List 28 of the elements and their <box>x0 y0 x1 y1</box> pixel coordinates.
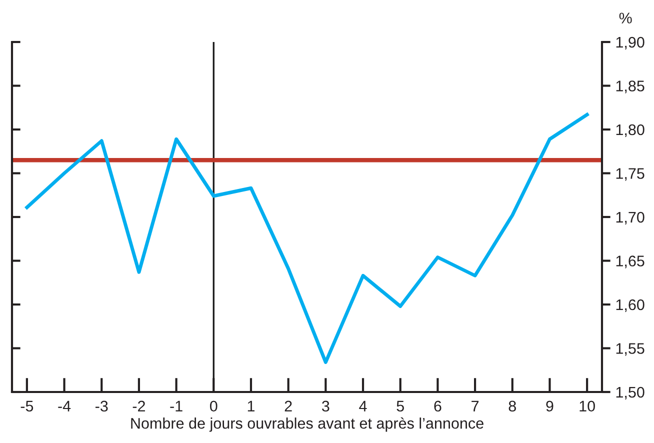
x-tick-label: -4 <box>58 400 71 412</box>
x-tick-label: 9 <box>546 400 554 412</box>
x-tick-label: 1 <box>248 400 254 412</box>
x-axis-title: Nombre de jours ouvrables avant et après l’annonce <box>131 417 484 432</box>
x-tick-label: 2 <box>284 400 292 412</box>
line-series <box>25 112 589 364</box>
y-tick-label: 1,70 <box>616 212 644 224</box>
y-tick-label: 1,85 <box>616 80 644 94</box>
x-tick-label: 7 <box>472 400 479 412</box>
y-tick-label: 1,80 <box>616 124 644 137</box>
x-tick-label: 0 <box>210 400 218 412</box>
x-tick-label: -1 <box>170 400 182 412</box>
x-tick-label: -3 <box>96 400 108 412</box>
x-tick-label: 6 <box>434 400 442 412</box>
y-tick-label: 1,55 <box>616 343 644 356</box>
y-tick-label: 1,60 <box>616 299 644 312</box>
y-tick-label: 1,65 <box>616 256 644 268</box>
y-axis-title: % <box>619 12 632 24</box>
y-tick-label: 1,75 <box>616 168 644 181</box>
x-tick-label: 3 <box>322 400 330 412</box>
x-tick-label: -2 <box>132 400 145 412</box>
x-tick-label: 5 <box>396 400 404 412</box>
x-tick-label: -5 <box>20 400 34 412</box>
x-tick-label: 8 <box>508 400 516 412</box>
y-tick-label: 1,50 <box>616 386 644 400</box>
y-tick-label: 1,90 <box>616 36 644 50</box>
x-tick-label: 10 <box>580 400 595 412</box>
x-tick-label: 4 <box>359 400 367 412</box>
